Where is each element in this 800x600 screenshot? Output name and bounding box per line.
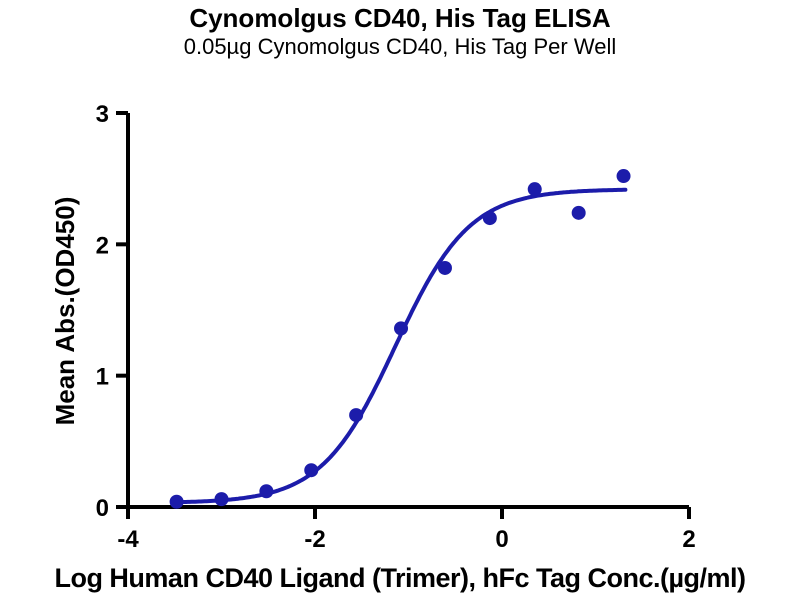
x-tick-label: 0 [495,526,508,553]
x-tick-label: -2 [304,526,325,553]
y-tick-label: 2 [96,232,109,259]
data-point [169,494,184,509]
data-point [394,321,409,336]
y-tick-label: 1 [96,364,109,391]
data-point [527,182,542,197]
data-point [214,492,229,507]
x-axis-label: Log Human CD40 Ligand (Trimer), hFc Tag … [54,563,746,593]
x-tick-label: 2 [682,526,695,553]
chart-subtitle: 0.05µg Cynomolgus CD40, His Tag Per Well [183,34,617,59]
data-point [259,484,274,499]
chart-title: Cynomolgus CD40, His Tag ELISA [189,3,611,33]
y-tick-label: 0 [96,495,109,522]
y-tick-label: 3 [96,101,109,128]
data-point [304,463,319,478]
data-point [437,260,452,275]
fit-curve [174,187,628,505]
data-point [349,408,364,423]
data-point [616,169,631,184]
data-point [482,211,497,226]
data-point [571,205,586,220]
x-tick-label: -4 [117,526,139,553]
